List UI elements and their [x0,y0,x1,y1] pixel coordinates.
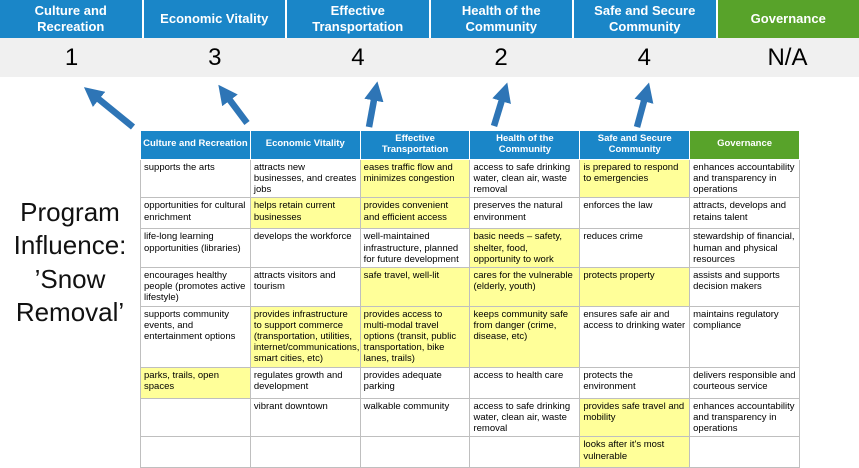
matrix-cell-r3-c3: well-maintained infrastructure, planned … [360,229,470,268]
matrix-cell-r5-c2: provides infrastructure to support comme… [250,306,360,367]
matrix-cell-r4-c2: attracts visitors and tourism [250,268,360,307]
matrix-cell-r3-c1: life-long learning opportunities (librar… [141,229,251,268]
matrix-cell-r5-c1: supports community events, and entertain… [141,306,251,367]
matrix-cell-r7-c4: access to safe drinking water, clean air… [470,398,580,437]
matrix-cell-r2-c5: enforces the law [580,198,690,229]
up-arrow-icon-2 [223,91,247,123]
matrix-row-8: looks after it's most vulnerable [141,437,800,468]
summary-score-5: 4 [573,38,716,77]
matrix-cell-r2-c4: preserves the natural environment [470,198,580,229]
program-influence-title: Program Influence: ’Snow Removal’ [0,196,140,329]
summary-header-3: Effective Transportation [287,0,431,38]
matrix-cell-r1-c6: enhances accountability and transparency… [690,159,800,198]
matrix-cell-r6-c2: regulates growth and development [250,367,360,398]
matrix-cell-r2-c2: helps retain current businesses [250,198,360,229]
summary-header-2: Economic Vitality [144,0,288,38]
matrix-header-1: Culture and Recreation [141,131,251,160]
matrix-cell-r4-c6: assists and supports decision makers [690,268,800,307]
matrix-cell-r6-c1: parks, trails, open spaces [141,367,251,398]
summary-score-1: 1 [0,38,143,77]
summary-header-5: Safe and Secure Community [574,0,718,38]
matrix-cell-r5-c6: maintains regulatory compliance [690,306,800,367]
matrix-row-4: encourages healthy people (promotes acti… [141,268,800,307]
matrix-cell-r6-c3: provides adequate parking [360,367,470,398]
matrix-cell-r7-c5: provides safe travel and mobility [580,398,690,437]
matrix-cell-r3-c5: reduces crime [580,229,690,268]
matrix-cell-r4-c5: protects property [580,268,690,307]
matrix-cell-r4-c4: cares for the vulnerable (elderly, youth… [470,268,580,307]
influence-arrows [0,78,859,136]
matrix-cell-r3-c6: stewardship of financial, human and phys… [690,229,800,268]
matrix-header-5: Safe and Secure Community [580,131,690,160]
matrix-header-4: Health of the Community [470,131,580,160]
matrix-cell-r7-c2: vibrant downtown [250,398,360,437]
summary-header-1: Culture and Recreation [0,0,144,38]
matrix-cell-r1-c5: is prepared to respond to emergencies [580,159,690,198]
matrix-cell-r1-c2: attracts new businesses, and creates job… [250,159,360,198]
matrix-cell-r7-c6: enhances accountability and transparency… [690,398,800,437]
matrix-cell-r8-c6 [690,437,800,468]
matrix-cell-r7-c3: walkable community [360,398,470,437]
matrix-cell-r8-c5: looks after it's most vulnerable [580,437,690,468]
matrix-cell-r7-c1 [141,398,251,437]
up-arrow-icon-3 [369,89,376,127]
matrix-cell-r1-c4: access to safe drinking water, clean air… [470,159,580,198]
matrix-cell-r2-c6: attracts, develops and retains talent [690,198,800,229]
matrix-cell-r3-c4: basic needs – safety, shelter, food, opp… [470,229,580,268]
matrix-cell-r3-c2: develops the workforce [250,229,360,268]
matrix-cell-r2-c3: provides convenient and efficient access [360,198,470,229]
matrix-row-5: supports community events, and entertain… [141,306,800,367]
matrix-cell-r8-c1 [141,437,251,468]
summary-header-4: Health of the Community [431,0,575,38]
matrix-cell-r5-c3: provides access to multi-modal travel op… [360,306,470,367]
summary-score-3: 4 [286,38,429,77]
matrix-cell-r4-c3: safe travel, well-lit [360,268,470,307]
matrix-header-6: Governance [690,131,800,160]
matrix-cell-r6-c4: access to health care [470,367,580,398]
matrix-cell-r2-c1: opportunities for cultural enrichment [141,198,251,229]
matrix-cell-r4-c1: encourages healthy people (promotes acti… [141,268,251,307]
matrix-cell-r8-c2 [250,437,360,468]
summary-score-2: 3 [143,38,286,77]
matrix-header-2: Economic Vitality [250,131,360,160]
matrix-cell-r1-c3: eases traffic flow and minimizes congest… [360,159,470,198]
matrix-cell-r1-c1: supports the arts [141,159,251,198]
matrix-cell-r6-c6: delivers responsible and courteous servi… [690,367,800,398]
matrix-cell-r5-c4: keeps community safe from danger (crime,… [470,306,580,367]
matrix-header-3: Effective Transportation [360,131,470,160]
matrix-cell-r6-c5: protects the environment [580,367,690,398]
summary-score-4: 2 [430,38,573,77]
summary-score-6: N/A [716,38,859,77]
up-arrow-icon-5 [637,90,647,127]
matrix-cell-r8-c4 [470,437,580,468]
matrix-cell-r5-c5: ensures safe air and access to drinking … [580,306,690,367]
matrix-cell-r8-c3 [360,437,470,468]
summary-header-6: Governance [718,0,859,38]
up-arrow-icon-1 [90,92,133,127]
up-arrow-icon-4 [494,90,505,126]
matrix-row-3: life-long learning opportunities (librar… [141,229,800,268]
